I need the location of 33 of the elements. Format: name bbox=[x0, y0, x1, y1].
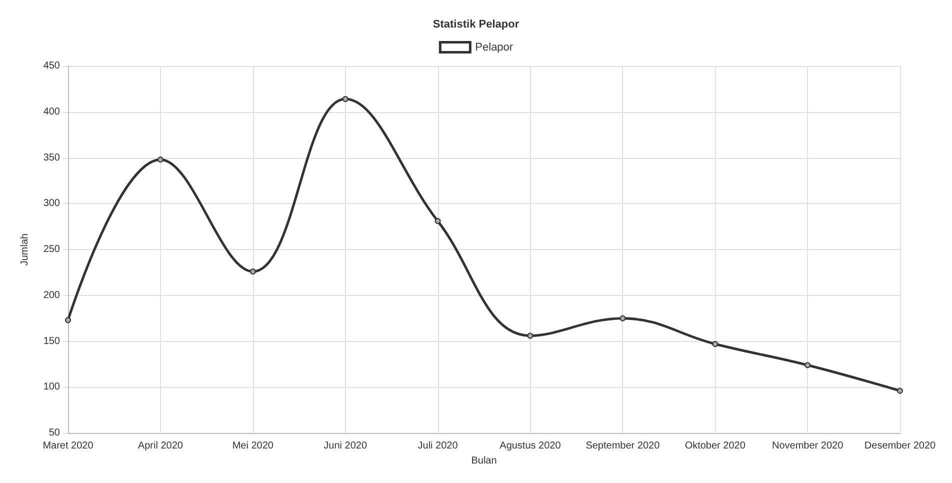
y-axis-title: Jumlah bbox=[20, 233, 30, 266]
point bbox=[434, 218, 441, 224]
point bbox=[65, 317, 71, 324]
legend-label: Pelapor bbox=[475, 41, 514, 54]
y-tick-label: 400 bbox=[43, 106, 60, 118]
x-tick-label: Desember 2020 bbox=[864, 440, 936, 452]
x-tick-label: November 2020 bbox=[772, 440, 844, 452]
x-tick-label: April 2020 bbox=[138, 440, 184, 452]
point bbox=[157, 156, 164, 163]
y-tick-label: 50 bbox=[48, 428, 60, 438]
x-tick-label: Juni 2020 bbox=[324, 440, 368, 452]
y-tick-label: 250 bbox=[43, 244, 60, 255]
x-axis-title: Bulan bbox=[471, 455, 497, 466]
y-tick-label: 350 bbox=[43, 152, 60, 164]
y-tick-label: 300 bbox=[43, 198, 60, 210]
point bbox=[897, 388, 903, 394]
x-tick-label: Oktober 2020 bbox=[684, 440, 746, 452]
point bbox=[712, 341, 718, 347]
y-tick-label: 450 bbox=[43, 60, 60, 72]
point bbox=[342, 96, 348, 102]
chart-title: Statistik Pelapor bbox=[432, 18, 520, 30]
x-tick-label: Agustus 2020 bbox=[500, 440, 562, 452]
x-tick-label: Mei 2020 bbox=[232, 440, 274, 452]
y-tick-label: 200 bbox=[43, 290, 60, 301]
x-tick-label: September 2020 bbox=[586, 440, 660, 452]
point bbox=[620, 315, 626, 322]
y-tick-label: 150 bbox=[43, 336, 60, 347]
point bbox=[804, 362, 811, 368]
point bbox=[250, 268, 256, 275]
x-tick-label: Maret 2020 bbox=[42, 440, 94, 452]
x-tick-label: Juli 2020 bbox=[418, 440, 458, 452]
y-tick-label: 100 bbox=[43, 382, 60, 393]
point bbox=[527, 332, 534, 339]
